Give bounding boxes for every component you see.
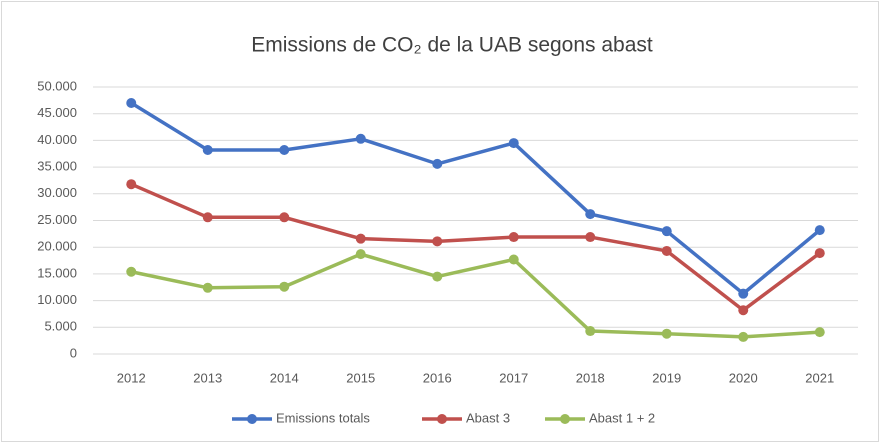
x-tick-label: 2021 <box>805 370 834 385</box>
data-point <box>585 232 596 243</box>
legend-marker <box>437 414 447 424</box>
data-point <box>508 232 519 243</box>
data-point <box>738 305 749 316</box>
data-point <box>814 225 825 236</box>
x-tick-label: 2017 <box>499 370 528 385</box>
y-tick-label: 40.000 <box>37 132 77 147</box>
y-tick-label: 15.000 <box>37 265 77 280</box>
data-point <box>355 249 366 260</box>
data-point <box>432 271 443 282</box>
x-tick-label: 2015 <box>346 370 375 385</box>
legend-label: Abast 3 <box>466 410 510 425</box>
legend-label: Emissions totals <box>276 410 370 425</box>
y-tick-label: 0 <box>70 345 77 360</box>
series-line <box>130 252 820 339</box>
data-point <box>355 133 366 144</box>
chart-title: Emissions de CO₂ de la UAB segons abast <box>251 34 653 57</box>
legend-label: Abast 1 + 2 <box>589 410 655 425</box>
x-tick-label: 2016 <box>423 370 452 385</box>
x-tick-label: 2019 <box>652 370 681 385</box>
x-tick-label: 2012 <box>117 370 146 385</box>
y-tick-label: 25.000 <box>37 212 77 227</box>
data-point <box>355 233 366 244</box>
data-point <box>738 288 749 299</box>
y-tick-label: 45.000 <box>37 105 77 120</box>
y-tick-label: 10.000 <box>37 292 77 307</box>
data-point <box>814 327 825 338</box>
data-point <box>126 98 137 109</box>
data-point <box>279 281 290 292</box>
data-point <box>738 331 749 342</box>
data-point <box>126 179 137 190</box>
data-point <box>661 328 672 339</box>
series-line <box>130 101 821 296</box>
data-point <box>432 236 443 247</box>
y-tick-label: 35.000 <box>37 159 77 174</box>
data-point <box>585 326 596 337</box>
data-point <box>508 138 519 149</box>
data-point <box>279 145 290 156</box>
x-tick-label: 2018 <box>576 370 605 385</box>
data-point <box>202 282 213 293</box>
data-point <box>508 254 519 265</box>
data-point <box>279 212 290 223</box>
data-point <box>661 245 672 256</box>
data-point <box>432 158 443 169</box>
x-tick-label: 2014 <box>270 370 299 385</box>
legend-marker <box>560 414 570 424</box>
series-line <box>130 182 821 312</box>
data-point <box>202 212 213 223</box>
data-point <box>661 226 672 237</box>
x-tick-label: 2020 <box>729 370 758 385</box>
data-point <box>814 248 825 259</box>
data-point <box>126 266 137 277</box>
y-tick-label: 20.000 <box>37 239 77 254</box>
legend-marker <box>247 414 257 424</box>
data-point <box>202 145 213 156</box>
x-tick-label: 2013 <box>193 370 222 385</box>
y-tick-label: 50.000 <box>37 78 77 93</box>
data-point <box>585 209 596 220</box>
y-tick-label: 30.000 <box>37 185 77 200</box>
y-tick-label: 5.000 <box>44 319 77 334</box>
